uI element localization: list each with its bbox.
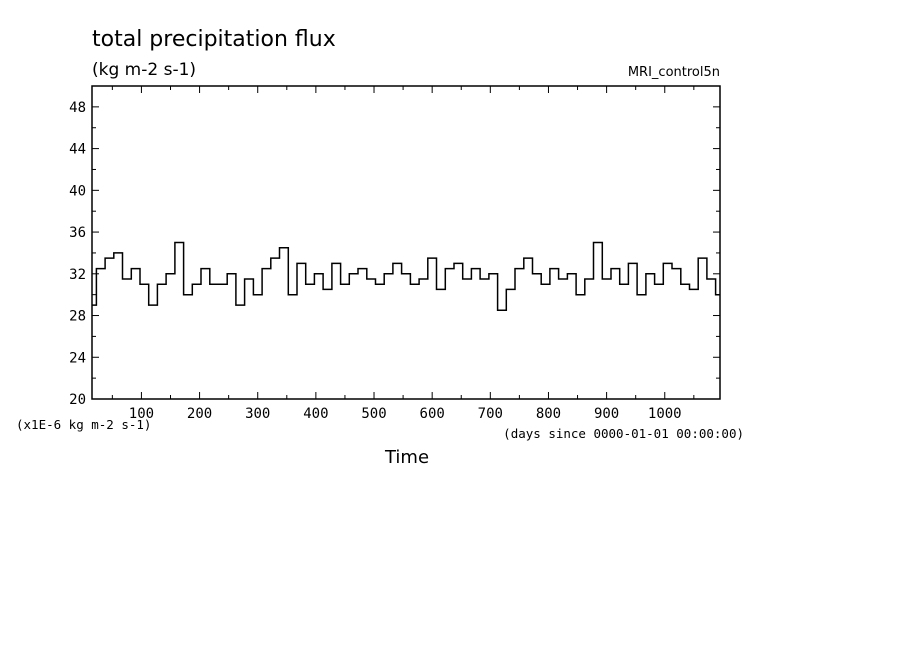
x-tick-label: 200 [187, 406, 212, 422]
x-tick-label: 400 [303, 406, 328, 422]
x-tick-label: 600 [420, 406, 445, 422]
x-units-label: (days since 0000-01-01 00:00:00) [503, 426, 744, 441]
x-tick-label: 1000 [648, 406, 682, 422]
y-axis: 20 24 28 32 36 40 44 48 [69, 85, 720, 408]
x-tick-label: 700 [478, 406, 503, 422]
y-tick-label: 28 [69, 309, 86, 325]
y-tick-label: 24 [69, 350, 86, 366]
x-axis-title: Time [384, 447, 429, 468]
chart-title: total precipitation flux [92, 27, 336, 52]
y-tick-label: 48 [69, 100, 86, 116]
dataset-label: MRI_control5n [628, 65, 720, 80]
chart-units: (kg m-2 s-1) [92, 60, 196, 80]
x-tick-label: 500 [361, 406, 386, 422]
x-tick-label: 300 [245, 406, 270, 422]
plot-frame [91, 85, 721, 400]
y-tick-label: 40 [69, 183, 86, 199]
x-axis: 100 200 300 400 500 600 700 800 900 1000 [111, 86, 695, 422]
y-tick-label: 36 [69, 225, 86, 241]
y-tick-label: 32 [69, 267, 86, 283]
series-line [92, 241, 720, 312]
y-scale-note: (x1E-6 kg m-2 s-1) [16, 417, 151, 432]
y-tick-label: 44 [69, 142, 86, 158]
series-layer [92, 241, 720, 312]
x-tick-label: 100 [129, 406, 154, 422]
x-tick-label: 800 [536, 406, 561, 422]
y-tick-label: 20 [69, 392, 86, 408]
x-tick-label: 900 [594, 406, 619, 422]
